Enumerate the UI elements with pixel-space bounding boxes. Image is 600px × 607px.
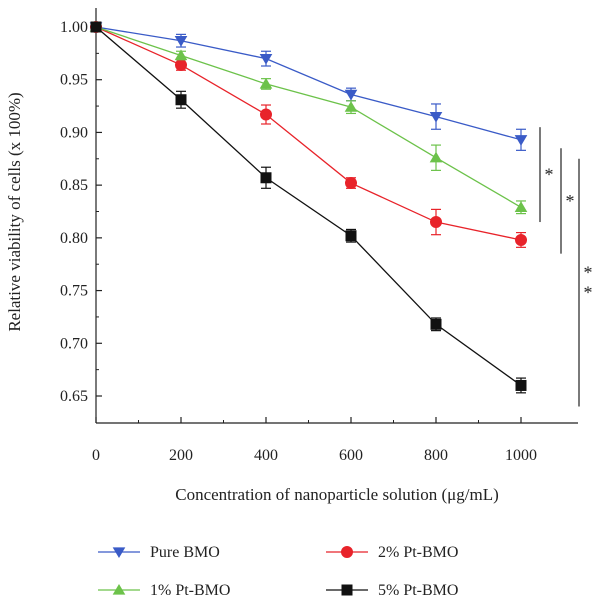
data-point [345,230,357,242]
data-point [514,135,528,146]
series-2-pt-bmo [90,21,527,248]
y-tick-label: 0.75 [60,283,88,300]
y-tick-label: 0.80 [60,230,88,247]
series-1-pt-bmo [89,20,528,215]
legend-item: 2% Pt-BMO [326,544,458,561]
data-point [174,36,188,47]
legend-label: 5% Pt-BMO [378,582,458,599]
significance-label: * [545,165,554,185]
significance-bracket: * [560,148,575,254]
series-layer [89,20,528,394]
significance-label: * [584,263,593,283]
significance-bracket: ** [578,158,593,407]
legend-label: Pure BMO [150,544,220,561]
series-line [95,26,522,241]
data-point [260,108,272,121]
x-tick-label: 600 [339,447,363,464]
plot-frame [95,8,578,424]
data-point [175,94,187,106]
legend-marker [341,546,353,558]
x-ticks: 0 200 400 600 800 1000 [92,417,537,464]
data-point [174,49,188,61]
legend-marker [112,547,126,559]
data-point [430,216,442,229]
x-tick-label: 200 [169,447,193,464]
legend: Pure BMO 2% Pt-BMO 1% Pt-BMO 5% Pt-BMO [98,544,458,599]
significance-bracket: * [539,127,554,223]
series-5-pt-bmo [90,21,527,394]
y-tick-label: 0.70 [60,335,88,352]
significance-label: * [584,283,593,303]
legend-item: 1% Pt-BMO [98,582,230,599]
x-tick-label: 800 [424,447,448,464]
y-tick-label: 0.95 [60,72,88,89]
y-axis-title: Relative viability of cells (x 100%) [5,92,24,331]
data-point [90,21,102,33]
legend-marker [341,584,353,596]
data-point [260,172,272,184]
data-point [430,318,442,330]
x-tick-label: 1000 [505,447,537,464]
legend-marker [112,583,126,595]
data-point [344,101,358,112]
data-point [345,177,357,190]
data-point [429,151,443,163]
x-tick-label: 400 [254,447,278,464]
data-point [515,379,527,391]
legend-label: 2% Pt-BMO [378,544,458,561]
significance-label: * [566,191,575,211]
y-tick-label: 0.85 [60,177,88,194]
series-line [95,26,522,386]
series-pure-bmo [89,22,528,151]
series-line [95,26,522,208]
data-point [514,201,528,212]
data-point [515,233,527,246]
y-tick-label: 0.90 [60,124,88,141]
data-point [175,58,187,71]
significance-layer: **** [539,127,593,407]
data-point [429,111,443,123]
data-point [259,53,273,65]
legend-item: Pure BMO [98,544,220,561]
x-tick-label: 0 [92,447,100,464]
x-axis-title: Concentration of nanoparticle solution (… [175,485,499,504]
data-point [259,77,273,89]
legend-label: 1% Pt-BMO [150,582,230,599]
y-tick-label: 1.00 [60,19,88,36]
data-point [344,89,358,101]
series-line [95,26,522,141]
y-ticks: 0.65 0.70 0.75 0.80 0.85 0.90 0.95 1.00 [60,19,102,405]
legend-item: 5% Pt-BMO [326,582,458,599]
y-tick-label: 0.65 [60,388,88,405]
